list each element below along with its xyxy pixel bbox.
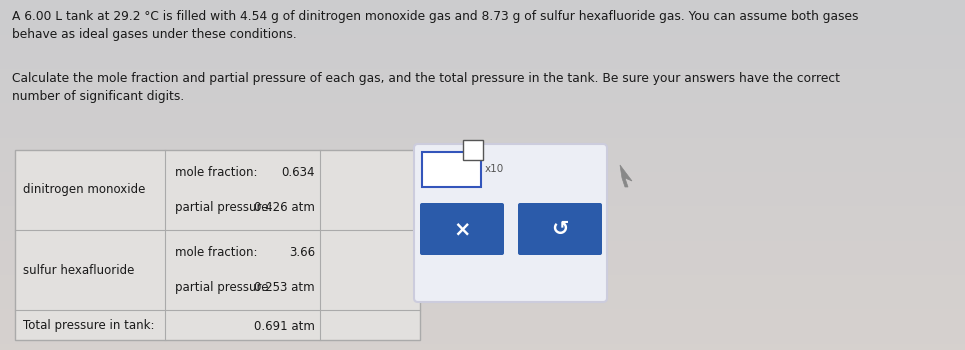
Text: partial pressure:: partial pressure: — [175, 201, 272, 214]
Text: Calculate the mole fraction and partial pressure of each gas, and the total pres: Calculate the mole fraction and partial … — [12, 72, 840, 103]
Text: 0.634: 0.634 — [282, 166, 315, 179]
Bar — [15, 150, 420, 340]
Text: dinitrogen monoxide: dinitrogen monoxide — [23, 183, 146, 196]
Text: 3.66: 3.66 — [289, 246, 315, 259]
Text: mole fraction:: mole fraction: — [175, 166, 258, 179]
Text: 0.426 atm: 0.426 atm — [254, 201, 315, 214]
FancyBboxPatch shape — [420, 203, 504, 255]
Text: partial pressure:: partial pressure: — [175, 281, 272, 294]
Text: Total pressure in tank:: Total pressure in tank: — [23, 320, 154, 332]
Text: mole fraction:: mole fraction: — [175, 246, 258, 259]
Text: sulfur hexafluoride: sulfur hexafluoride — [23, 264, 134, 276]
Text: ×: × — [454, 219, 471, 239]
Text: x10: x10 — [484, 164, 504, 175]
Text: A 6.00 L tank at 29.2 °C is filled with 4.54 g of dinitrogen monoxide gas and 8.: A 6.00 L tank at 29.2 °C is filled with … — [12, 10, 859, 41]
Text: ↺: ↺ — [551, 219, 568, 239]
Bar — [422, 152, 481, 187]
Text: 0.691 atm: 0.691 atm — [254, 320, 315, 332]
Polygon shape — [620, 165, 632, 187]
FancyBboxPatch shape — [518, 203, 602, 255]
FancyBboxPatch shape — [414, 144, 607, 302]
Bar — [462, 140, 482, 160]
Text: 0.253 atm: 0.253 atm — [255, 281, 315, 294]
